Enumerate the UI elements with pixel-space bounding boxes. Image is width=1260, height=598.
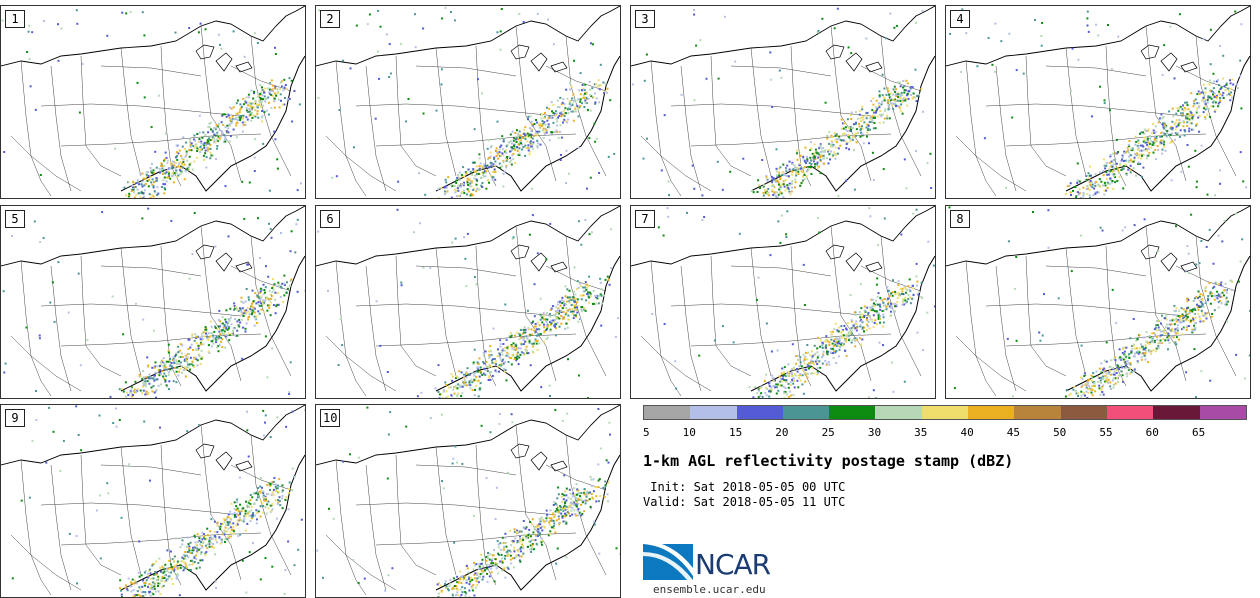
reflectivity-map: [631, 6, 935, 198]
legend-swatch: [922, 406, 968, 419]
ncar-logo-mark: [643, 540, 695, 580]
ncar-logo-text: NCAR: [695, 548, 770, 581]
legend-tick-label: 25: [822, 426, 835, 439]
ensemble-member-panel: 4: [945, 5, 1251, 199]
reflectivity-map: [1, 405, 305, 597]
member-number-label: 1: [5, 10, 25, 28]
legend-tick-label: 65: [1192, 426, 1205, 439]
member-number-label: 2: [320, 10, 340, 28]
legend-swatch: [1153, 406, 1199, 419]
member-number-label: 5: [5, 210, 25, 228]
legend-swatch: [968, 406, 1014, 419]
ensemble-member-panel: 10: [315, 404, 621, 598]
ensemble-member-panel: 6: [315, 205, 621, 399]
legend-tick-label: 35: [914, 426, 927, 439]
legend-tick-label: 55: [1099, 426, 1112, 439]
member-number-label: 6: [320, 210, 340, 228]
site-url: ensemble.ucar.edu: [653, 583, 766, 596]
legend-tick-label: 50: [1053, 426, 1066, 439]
reflectivity-map: [946, 6, 1250, 198]
legend-tick-label: 20: [775, 426, 788, 439]
legend-tick-label: 30: [868, 426, 881, 439]
legend-swatch: [737, 406, 783, 419]
member-number-label: 3: [635, 10, 655, 28]
legend-swatch: [644, 406, 690, 419]
member-number-label: 9: [5, 409, 25, 427]
reflectivity-map: [316, 6, 620, 198]
reflectivity-map: [316, 206, 620, 398]
ncar-logo: NCAR: [643, 540, 793, 584]
legend-tick-label: 5: [643, 426, 650, 439]
legend-swatch: [1061, 406, 1107, 419]
ensemble-member-panel: 3: [630, 5, 936, 199]
valid-time: Valid: Sat 2018-05-05 11 UTC: [643, 495, 845, 509]
member-number-label: 4: [950, 10, 970, 28]
reflectivity-map: [946, 206, 1250, 398]
member-number-label: 10: [320, 409, 340, 427]
ensemble-member-panel: 9: [0, 404, 306, 598]
init-time: Init: Sat 2018-05-05 00 UTC: [643, 480, 845, 494]
reflectivity-map: [316, 405, 620, 597]
legend-tick-label: 45: [1007, 426, 1020, 439]
ensemble-member-panel: 7: [630, 205, 936, 399]
reflectivity-map: [1, 6, 305, 198]
product-title: 1-km AGL reflectivity postage stamp (dBZ…: [643, 452, 1013, 470]
legend-tick-label: 10: [683, 426, 696, 439]
reflectivity-map: [1, 206, 305, 398]
legend-tick-label: 40: [960, 426, 973, 439]
legend-swatch: [1014, 406, 1060, 419]
legend-swatch: [1107, 406, 1153, 419]
run-info: Init: Sat 2018-05-05 00 UTC Valid: Sat 2…: [643, 480, 845, 510]
legend-swatch: [1200, 406, 1246, 419]
ensemble-member-panel: 2: [315, 5, 621, 199]
reflectivity-map: [631, 206, 935, 398]
legend-tick-label: 15: [729, 426, 742, 439]
legend-swatch: [875, 406, 921, 419]
member-number-label: 8: [950, 210, 970, 228]
legend-swatch: [783, 406, 829, 419]
legend-colorbar: [643, 405, 1247, 420]
member-number-label: 7: [635, 210, 655, 228]
ensemble-member-panel: 5: [0, 205, 306, 399]
legend-swatch: [829, 406, 875, 419]
legend-tick-label: 60: [1146, 426, 1159, 439]
ensemble-member-panel: 8: [945, 205, 1251, 399]
ensemble-member-panel: 1: [0, 5, 306, 199]
legend-swatch: [690, 406, 736, 419]
